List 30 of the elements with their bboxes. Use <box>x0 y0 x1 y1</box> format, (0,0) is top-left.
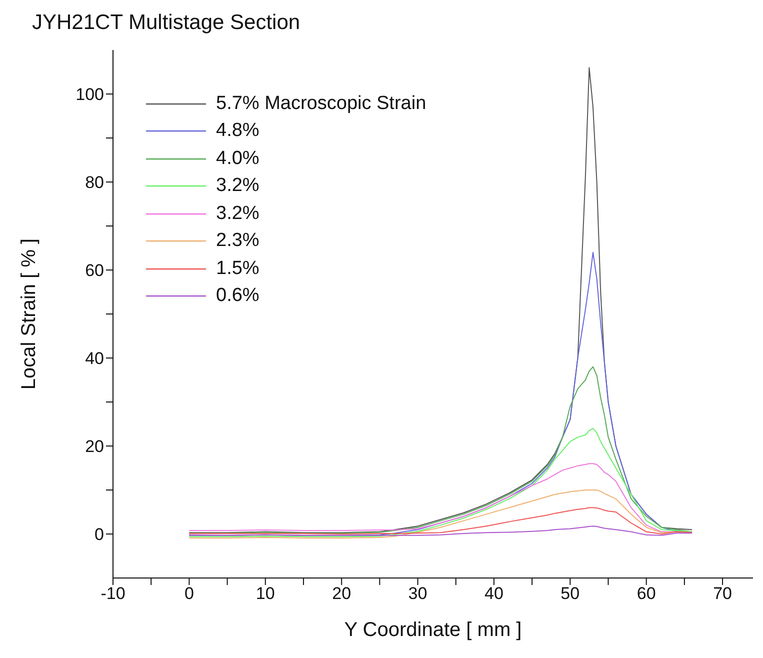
y-tick-label: 80 <box>85 173 104 192</box>
legend-label: 1.5% <box>216 258 260 280</box>
y-tick-label: 100 <box>76 85 104 104</box>
x-tick-label: 20 <box>332 584 352 604</box>
y-axis-title: Local Strain [ % ] <box>18 238 40 390</box>
x-tick-label: 40 <box>484 584 504 604</box>
x-tick-label: 60 <box>636 584 656 604</box>
x-tick-label: -10 <box>100 584 126 604</box>
legend-label: 3.2% <box>216 202 260 225</box>
line-series <box>188 428 693 538</box>
chart-title: JYH21CT Multistage Section <box>31 10 302 36</box>
legend-label: 0.6% <box>216 285 260 308</box>
legend-label: 4.8% <box>216 120 260 142</box>
x-tick-label: 10 <box>256 584 275 604</box>
x-axis-title: Y Coordinate [ mm ] <box>344 619 522 641</box>
y-tick-label: 0 <box>94 525 104 544</box>
legend-label: 2.3% <box>216 230 260 252</box>
line-series <box>188 507 693 534</box>
line-series <box>188 490 693 538</box>
legend-label: 3.2% <box>216 175 260 198</box>
legend-label: 4.0% <box>216 148 260 170</box>
y-tick-label: 60 <box>85 261 104 280</box>
line-series <box>188 526 693 536</box>
x-tick-label: 50 <box>560 584 580 604</box>
x-tick-label: 0 <box>184 584 194 604</box>
y-tick-label: 40 <box>85 349 104 368</box>
y-tick-label: 20 <box>85 437 104 456</box>
x-tick-label: 30 <box>408 584 428 604</box>
x-tick-label: 70 <box>713 584 732 604</box>
legend-label: 5.7% Macroscopic Strain <box>216 92 426 115</box>
